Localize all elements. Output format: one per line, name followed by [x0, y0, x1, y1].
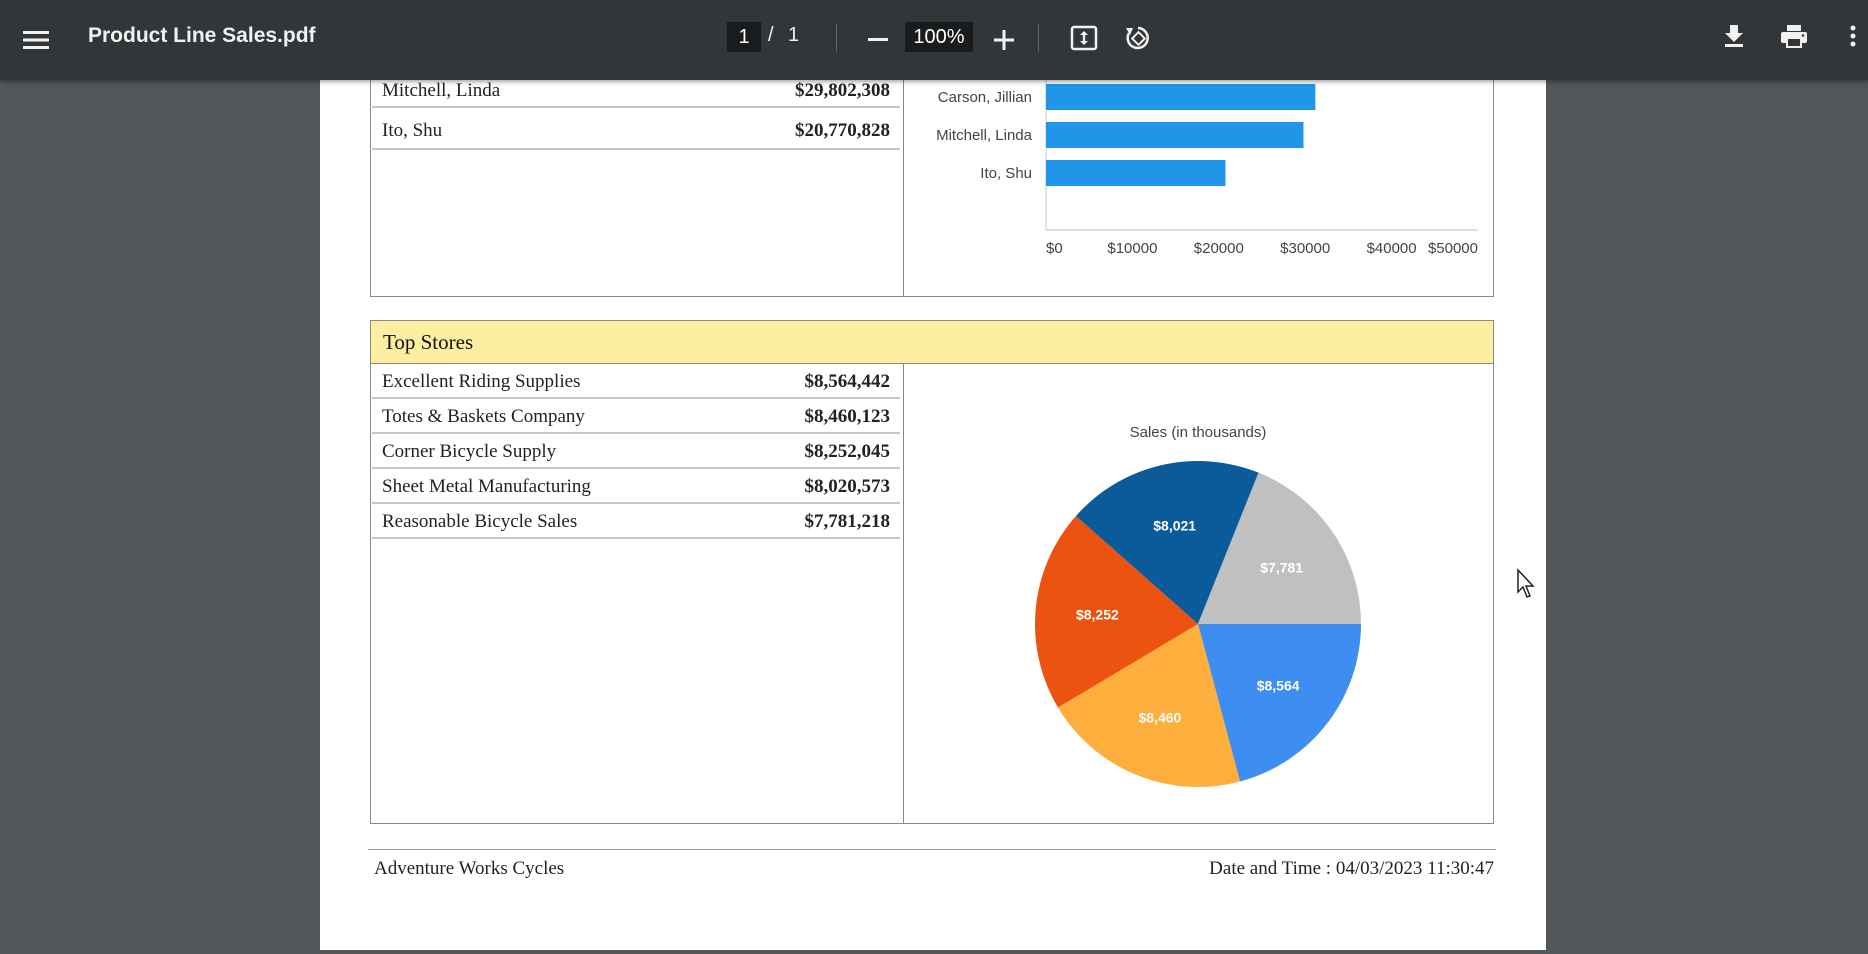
stores-pie-chart: Sales (in thousands) $8,564 $8,460 $8,252 $…	[1035, 424, 1361, 787]
store-sales: $8,252,045	[804, 441, 891, 462]
rotate-icon	[1126, 26, 1149, 50]
pie-slice-3	[1075, 461, 1259, 624]
page-total: 1	[788, 24, 800, 46]
table-row: Sheet Metal Manufacturing $8,020,573	[372, 470, 900, 504]
fit-to-page-button[interactable]	[1064, 18, 1104, 58]
x-tick-label: $10000	[1107, 240, 1157, 257]
pie-chart-title: Sales (in thousands)	[1130, 424, 1267, 441]
bar-0	[1046, 84, 1316, 110]
pie-slice-2	[1035, 515, 1198, 708]
salesperson-name: Ito, Shu	[382, 120, 443, 141]
plus-icon	[994, 30, 1014, 50]
pie-slice-label: $8,564	[1257, 678, 1300, 694]
top-stores-title: Top Stores	[383, 330, 474, 354]
store-sales: $8,020,573	[804, 476, 891, 497]
minus-icon	[868, 38, 888, 41]
print-icon	[1781, 25, 1807, 48]
x-tick-label: $40000	[1367, 240, 1417, 257]
table-row: Excellent Riding Supplies $8,564,442	[372, 365, 900, 399]
pie-slice-0	[1198, 624, 1361, 782]
bar-category-label: Carson, Jillian	[938, 89, 1032, 106]
pie-slice-label: $8,021	[1153, 518, 1196, 534]
pie-slice-label: $8,252	[1076, 607, 1119, 623]
pie-slice-4	[1198, 472, 1361, 624]
salespeople-panel	[370, 40, 1494, 297]
bar-category-label: Mitchell, Linda	[936, 127, 1033, 144]
zoom-out-button[interactable]	[858, 20, 898, 60]
download-button[interactable]	[1714, 16, 1754, 56]
menu-icon[interactable]	[18, 22, 54, 58]
table-row: Mitchell, Linda $29,802,308	[372, 74, 900, 108]
table-row: Corner Bicycle Supply $8,252,045	[372, 435, 900, 469]
document-title: Product Line Sales.pdf	[88, 24, 316, 47]
pdf-page: Mitchell, Linda $29,802,308 Ito, Shu $20…	[320, 40, 1546, 950]
pie-slice-label: $7,781	[1260, 559, 1303, 575]
footer-divider	[368, 849, 1496, 850]
store-name: Sheet Metal Manufacturing	[382, 476, 591, 497]
table-row: Ito, Shu $20,770,828	[372, 114, 900, 150]
panel-divider	[903, 364, 904, 823]
salesperson-sales: $29,802,308	[795, 80, 890, 101]
pie-slice-1	[1057, 624, 1241, 787]
toolbar-divider	[1038, 24, 1039, 52]
bar-2	[1046, 160, 1226, 186]
zoom-level-input[interactable]: 100%	[905, 22, 973, 52]
x-tick-label: $0	[1046, 240, 1063, 257]
footer-company: Adventure Works Cycles	[374, 858, 565, 879]
zoom-in-button[interactable]	[984, 20, 1024, 60]
store-name: Corner Bicycle Supply	[382, 441, 557, 462]
page-number-input[interactable]: 1	[727, 22, 761, 52]
salesperson-sales: $20,770,828	[795, 120, 890, 141]
pie-slice-label: $8,460	[1139, 710, 1182, 726]
store-sales: $8,564,442	[804, 371, 891, 392]
top-stores-header: Top Stores	[370, 320, 1494, 364]
table-row: Reasonable Bicycle Sales $7,781,218	[372, 505, 900, 539]
fit-page-icon	[1070, 25, 1098, 51]
bar-category-label: Ito, Shu	[980, 165, 1032, 182]
toolbar-divider	[836, 24, 837, 52]
rotate-button[interactable]	[1118, 18, 1158, 58]
store-name: Reasonable Bicycle Sales	[382, 511, 578, 532]
x-tick-label: $30000	[1280, 240, 1330, 257]
print-button[interactable]	[1774, 16, 1814, 56]
x-tick-label: $50000	[1428, 240, 1478, 257]
bar-1	[1046, 122, 1304, 148]
salesperson-name: Mitchell, Linda	[382, 80, 501, 101]
panel-divider	[903, 40, 904, 297]
page-separator: /	[768, 24, 774, 46]
pdf-toolbar: Product Line Sales.pdf 1 / 1 100%	[0, 0, 1868, 80]
stores-panel	[370, 363, 1494, 824]
download-icon	[1725, 25, 1743, 47]
store-sales: $8,460,123	[804, 406, 891, 427]
more-options-icon[interactable]	[1838, 16, 1868, 56]
x-tick-label: $20000	[1194, 240, 1244, 257]
mouse-cursor-icon	[1517, 568, 1535, 598]
store-name: Totes & Baskets Company	[382, 406, 585, 427]
table-row: Totes & Baskets Company $8,460,123	[372, 400, 900, 434]
store-name: Excellent Riding Supplies	[382, 371, 581, 392]
store-sales: $7,781,218	[804, 511, 891, 532]
footer-datetime: Date and Time : 04/03/2023 11:30:47	[1209, 858, 1494, 879]
